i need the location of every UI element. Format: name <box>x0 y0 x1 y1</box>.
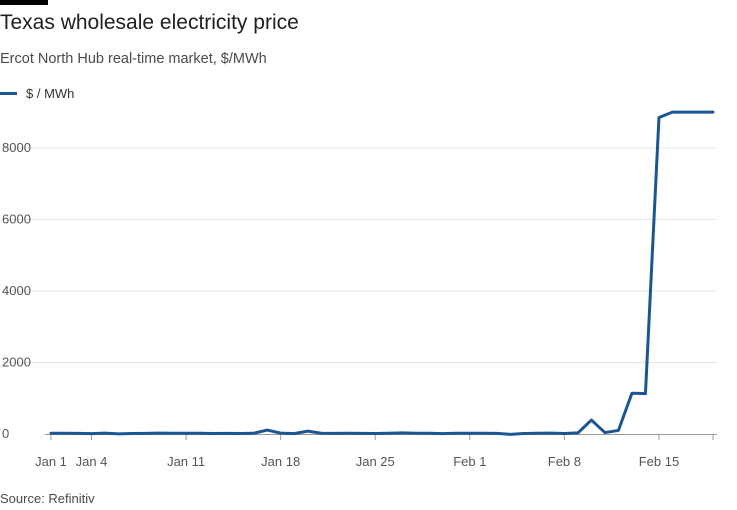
data-point <box>536 432 539 435</box>
data-point <box>360 432 363 435</box>
data-point <box>320 432 323 435</box>
data-point <box>171 432 174 435</box>
series-line <box>49 110 715 436</box>
legend-swatch <box>0 91 17 95</box>
data-point <box>617 429 620 432</box>
data-point <box>144 432 147 435</box>
x-tick-label: Feb 1 <box>453 454 486 469</box>
data-point <box>563 432 566 435</box>
x-tick-label: Jan 1 <box>35 454 67 469</box>
source-note: Source: Refinitiv <box>0 491 95 506</box>
data-point <box>104 432 107 435</box>
data-point <box>603 431 606 434</box>
data-point <box>698 111 701 114</box>
data-point <box>50 432 53 435</box>
data-point <box>522 432 525 435</box>
data-point <box>630 392 633 395</box>
data-point <box>198 432 201 435</box>
y-tick-label: 0 <box>2 426 9 441</box>
x-tick-label: Feb 8 <box>548 454 581 469</box>
data-point <box>671 111 674 114</box>
data-point <box>347 432 350 435</box>
data-point <box>252 432 255 435</box>
data-point <box>468 432 471 435</box>
data-point <box>239 432 242 435</box>
data-point <box>657 116 660 119</box>
data-point <box>482 432 485 435</box>
data-point <box>306 430 309 433</box>
data-point <box>576 431 579 434</box>
data-point <box>212 432 215 435</box>
data-point <box>495 432 498 435</box>
x-tick-label: Jan 11 <box>167 454 205 469</box>
y-tick-label: 2000 <box>2 354 31 369</box>
data-point <box>549 432 552 435</box>
data-point <box>387 432 390 435</box>
y-tick-label: 4000 <box>2 283 31 298</box>
data-point <box>158 432 161 435</box>
data-point <box>293 432 296 435</box>
legend-label: $ / MWh <box>26 85 75 101</box>
data-point <box>63 432 66 435</box>
chart-title: Texas wholesale electricity price <box>0 11 299 34</box>
y-tick-label: 8000 <box>2 140 31 155</box>
data-point <box>333 432 336 435</box>
data-point <box>225 432 228 435</box>
data-point <box>712 111 715 114</box>
data-point <box>185 432 188 435</box>
data-point <box>279 432 282 435</box>
data-point <box>590 419 593 422</box>
legend: $ / MWh <box>0 84 74 102</box>
data-point <box>509 433 512 436</box>
data-point <box>455 432 458 435</box>
data-point <box>644 392 647 395</box>
data-point <box>414 432 417 435</box>
data-point <box>441 432 444 435</box>
x-tick-label: Jan 4 <box>76 454 108 469</box>
brand-bar <box>0 0 48 5</box>
data-point <box>266 429 269 432</box>
data-point <box>374 432 377 435</box>
data-point <box>428 432 431 435</box>
x-tick-label: Feb 15 <box>639 454 679 469</box>
data-point <box>684 111 687 114</box>
data-point <box>131 432 134 435</box>
data-point <box>401 431 404 434</box>
x-tick-label: Jan 18 <box>261 454 300 469</box>
data-point <box>117 432 120 435</box>
y-tick-label: 6000 <box>2 211 31 226</box>
data-point <box>90 432 93 435</box>
data-point <box>77 432 80 435</box>
chart-subtitle: Ercot North Hub real-time market, $/MWh <box>0 51 267 67</box>
x-tick-label: Jan 25 <box>356 454 395 469</box>
